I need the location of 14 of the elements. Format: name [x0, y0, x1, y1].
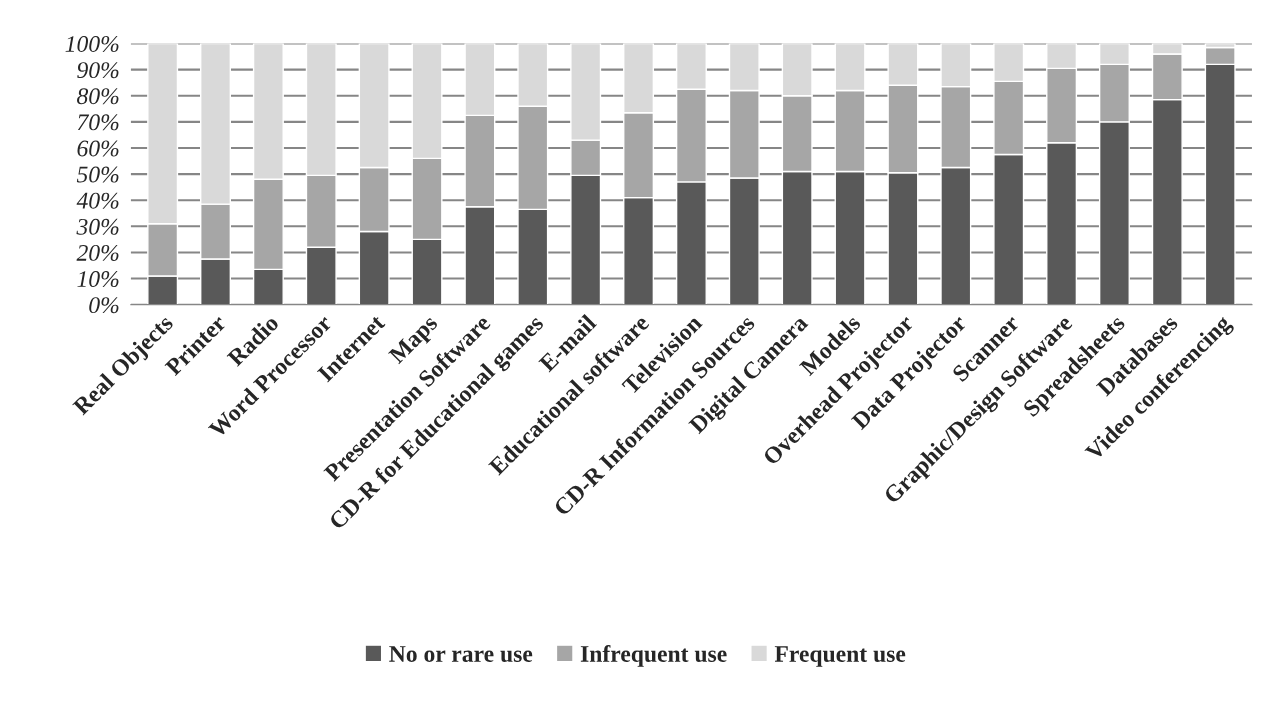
- y-tick-label: 40%: [76, 192, 119, 209]
- y-tick-label: 50%: [76, 166, 119, 183]
- legend-label: Frequent use: [774, 646, 906, 667]
- y-tick-label: 60%: [77, 140, 119, 157]
- y-tick-label: 80%: [77, 88, 119, 105]
- y-tick-label: 0%: [89, 297, 119, 314]
- legend-label: No or rare use: [389, 646, 533, 662]
- y-tick-label: 30%: [76, 218, 119, 235]
- y-tick-label: 70%: [77, 114, 119, 131]
- legend-label: Infrequent use: [580, 645, 727, 667]
- y-tick-label: 10%: [77, 271, 119, 288]
- y-tick-label: 100%: [65, 36, 119, 53]
- y-tick-label: 20%: [76, 244, 119, 261]
- y-tick-label: 90%: [77, 62, 119, 79]
